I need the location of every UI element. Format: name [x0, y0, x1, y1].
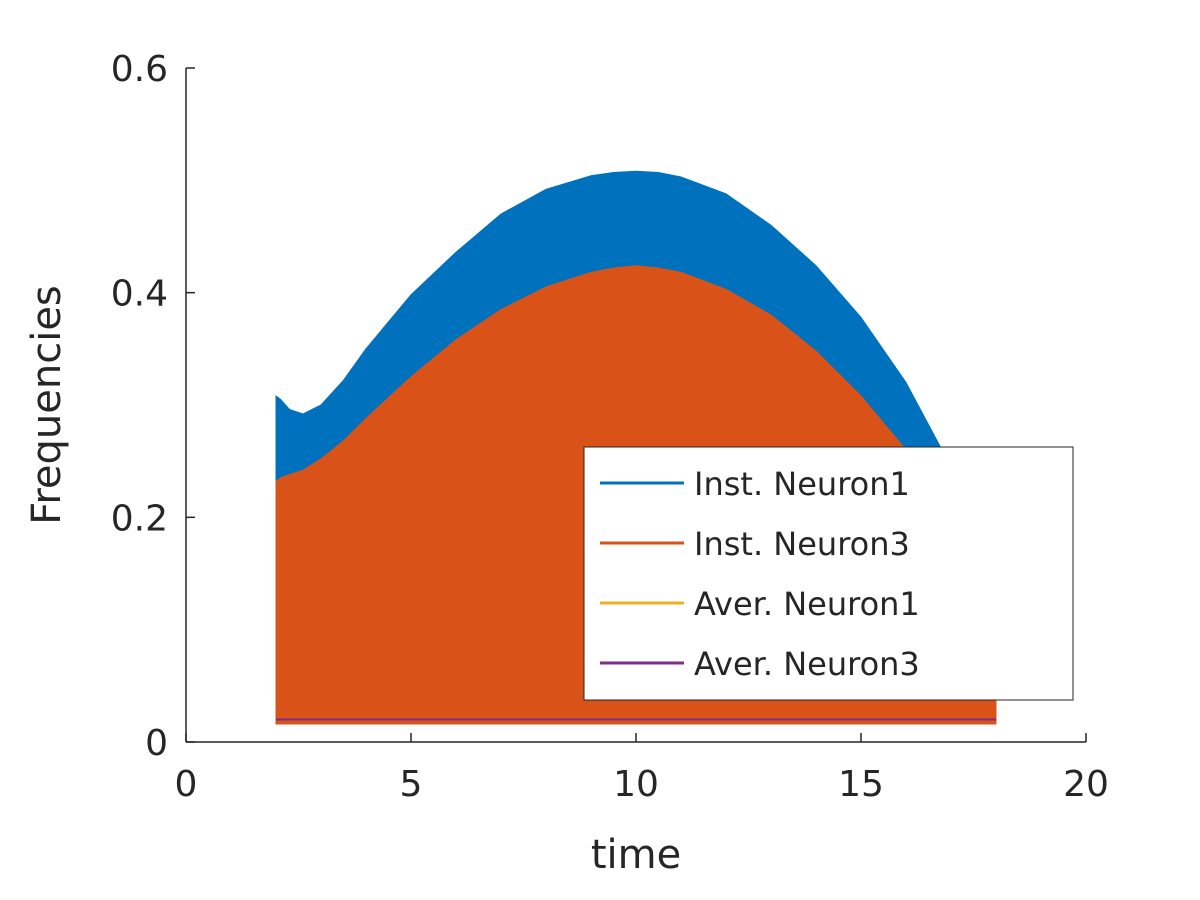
x-tick-label: 10 — [613, 764, 659, 805]
legend: Inst. Neuron1 Inst. Neuron3 Aver. Neuron1 A… — [583, 446, 1074, 701]
x-tick-label: 15 — [838, 764, 884, 805]
x-tick-label: 0 — [175, 764, 198, 805]
legend-label: Aver. Neuron1 — [694, 585, 920, 623]
axes: 0 5 10 15 20 0 0.2 0.4 0.6 time Frequencies — [24, 49, 1109, 878]
y-tick-label: 0.6 — [111, 49, 168, 90]
legend-label: Inst. Neuron3 — [694, 525, 910, 563]
x-axis-title: time — [591, 832, 681, 878]
legend-label: Inst. Neuron1 — [694, 465, 910, 503]
y-tick-label: 0.4 — [111, 274, 168, 315]
legend-box — [583, 446, 1074, 701]
x-tick-label: 5 — [400, 764, 423, 805]
y-tick-label: 0.2 — [111, 498, 168, 539]
legend-label: Aver. Neuron3 — [694, 645, 920, 683]
y-axis-title: Frequencies — [24, 285, 70, 525]
y-tick-label: 0 — [145, 723, 168, 764]
x-tick-label: 20 — [1063, 764, 1109, 805]
